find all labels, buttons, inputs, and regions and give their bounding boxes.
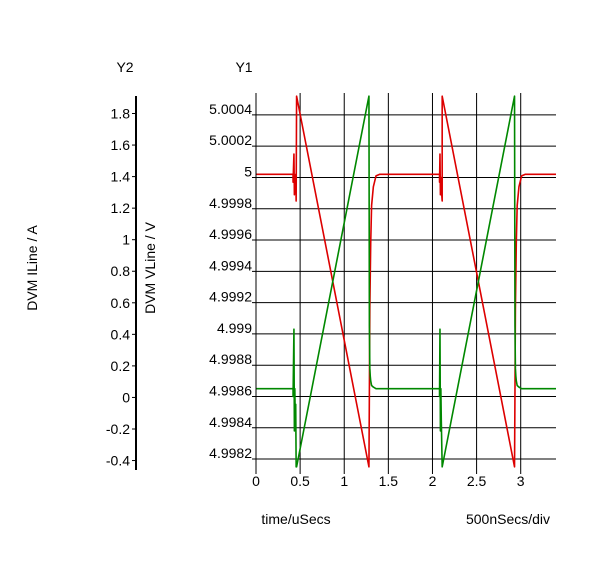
y2-tick-label: 1.2 [111,200,131,216]
x-axis-label: time/uSecs [261,511,330,527]
x-tick-label: 0 [252,473,260,489]
y2-tick-label: 0.8 [111,263,131,279]
y2-tick-label: -0.2 [106,421,130,437]
x-tick-label: 1.5 [379,473,399,489]
y1-tick-label: 4.9998 [209,195,252,211]
y2-tick-label: 1.4 [111,169,131,185]
y1-tick-label: 4.9988 [209,351,252,367]
x-tick-label: 0.5 [290,473,310,489]
x-tick-label: 3 [517,473,525,489]
x-tick-label: 2.5 [467,473,487,489]
y1-tick-label: 4.9994 [209,257,252,273]
x-division-label: 500nSecs/div [466,511,550,527]
labels-layer: 0 0.5 1 1.5 2 2.5 3 4.9982 4.9984 4.9986 4.9988 4.9… [106,101,525,489]
x-tick-label: 1 [340,473,348,489]
y2-axis-label: DVM ILine / A [24,225,40,311]
axes-layer [132,93,257,470]
y1-tick-label: 4.9984 [209,414,252,430]
y2-tick-label: 0.6 [111,295,131,311]
y2-tick-label: 1.8 [111,106,131,122]
series-line-1 [256,95,556,468]
y1-tick-label: 4.999 [217,320,252,336]
grid [252,93,556,474]
y2-tick-label: 1.6 [111,137,131,153]
series-line-2 [256,95,556,468]
y1-tick-label: 4.9996 [209,226,252,242]
y1-axis-title: Y1 [235,59,252,75]
y2-tick-label: 0 [122,389,130,405]
y2-tick-label: 0.4 [111,326,131,342]
y1-tick-label: 5.0004 [209,101,252,117]
y1-axis-label: DVM VLine / V [142,221,158,313]
x-tick-label: 2 [429,473,437,489]
y2-axis-title: Y2 [116,59,133,75]
y2-tick-label: 1 [122,232,130,248]
y1-tick-label: 4.9982 [209,445,252,461]
y1-tick-label: 4.9986 [209,382,252,398]
y1-tick-label: 5.0002 [209,132,252,148]
y2-tick-label: -0.4 [106,453,130,469]
y1-tick-label: 5 [244,163,252,179]
y2-tick-label: 0.2 [111,358,131,374]
y1-tick-label: 4.9992 [209,289,252,305]
series-layer [256,95,556,468]
